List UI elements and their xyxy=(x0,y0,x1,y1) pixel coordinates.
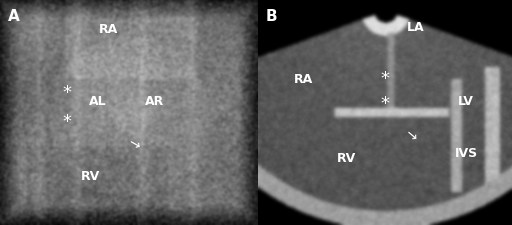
Text: *: * xyxy=(380,70,389,88)
Text: *: * xyxy=(62,112,72,130)
Text: AR: AR xyxy=(145,95,164,108)
Text: LA: LA xyxy=(407,20,424,34)
Text: IVS: IVS xyxy=(455,146,478,160)
Text: →: → xyxy=(125,135,142,153)
Text: RV: RV xyxy=(80,169,100,182)
Text: B: B xyxy=(265,9,277,24)
Text: *: * xyxy=(380,94,389,112)
Text: A: A xyxy=(8,9,19,24)
Text: RA: RA xyxy=(98,23,118,36)
Text: AL: AL xyxy=(89,95,106,108)
Text: RV: RV xyxy=(337,151,356,164)
Text: *: * xyxy=(62,83,72,101)
Text: →: → xyxy=(401,126,419,144)
Text: RA: RA xyxy=(294,72,313,85)
Text: LV: LV xyxy=(458,95,474,108)
